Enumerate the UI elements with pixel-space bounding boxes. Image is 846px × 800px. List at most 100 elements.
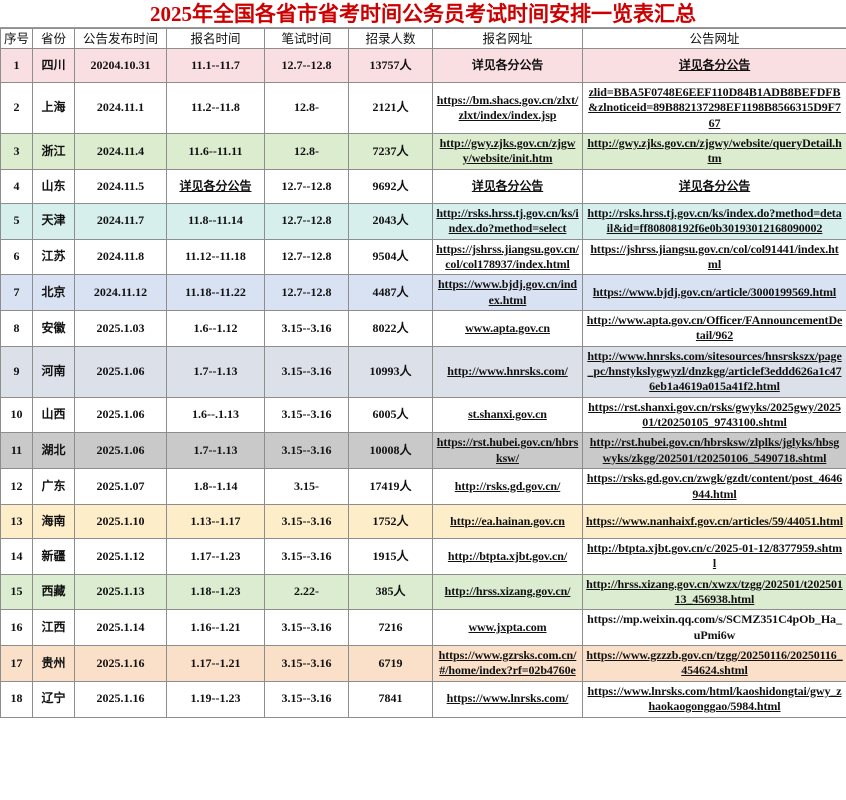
link-text[interactable]: https://rst.shanxi.gov.cn/rsks/gwyks/202… [588,399,841,430]
cell-exam[interactable]: 3.15--3.16 [264,432,349,470]
link-text[interactable]: https://rsks.gd.gov.cn/zwgk/gzdt/content… [586,471,843,501]
link-text[interactable]: https://www.bjdj.gov.cn/index.html [437,277,577,307]
cell-num[interactable]: 9692人 [348,168,433,204]
cell-num[interactable]: 17419人 [348,468,433,505]
table-row[interactable]: 18 辽宁 2025.1.16 1.19--1.23 3.15--3.16 7841 htt… [0,680,846,718]
cell-idx[interactable]: 13 [0,503,33,539]
cell-aurl[interactable]: https://www.nanhaixf.gov.cn/articles/59/… [582,503,846,539]
cell-num[interactable]: 10993人 [348,345,433,398]
cell-prov[interactable]: 四川 [32,48,75,83]
cell-rurl[interactable]: https://bm.shacs.gov.cn/zlxt/zlxt/index/… [432,81,583,135]
table-row[interactable]: 11 湖北 2025.1.06 1.7--1.13 3.15--3.16 10008人 ht… [0,432,846,470]
link-text[interactable]: http://btpta.xjbt.gov.cn/ [447,548,568,563]
column-header-prov[interactable]: 省份 [32,28,75,49]
cell-prov[interactable]: 江苏 [32,238,75,276]
cell-num[interactable]: 8022人 [348,309,433,347]
cell-idx[interactable]: 17 [0,645,33,682]
cell-num[interactable]: 385人 [348,573,433,611]
table-row[interactable]: 14 新疆 2025.1.12 1.17--1.23 3.15--3.16 1915人 ht… [0,537,846,575]
cell-idx[interactable]: 14 [0,537,33,575]
cell-prov[interactable]: 上海 [32,81,75,135]
cell-aurl[interactable]: 详见各分公告 [582,168,846,204]
cell-num[interactable]: 6005人 [348,396,433,434]
cell-rurl[interactable]: https://www.gzrsks.com.cn/#/home/index?r… [432,645,583,682]
cell-num[interactable]: 6719 [348,645,433,682]
cell-aurl[interactable]: https://rst.shanxi.gov.cn/rsks/gwyks/202… [582,396,846,434]
cell-idx[interactable]: 11 [0,432,33,470]
cell-num[interactable]: 1915人 [348,537,433,575]
cell-rurl[interactable]: http://www.hnrsks.com/ [432,345,583,398]
cell-exam[interactable]: 12.8- [264,133,349,170]
cell-pub[interactable]: 2024.11.5 [74,168,167,204]
cell-aurl[interactable]: http://gwy.zjks.gov.cn/zjgwy/website/que… [582,133,846,170]
cell-pub[interactable]: 2025.1.14 [74,609,167,647]
table-row[interactable]: 8 安徽 2025.1.03 1.6--1.12 3.15--3.16 8022人 www.… [0,309,846,347]
cell-reg[interactable]: 1.7--1.13 [166,345,265,398]
cell-idx[interactable]: 6 [0,238,33,276]
cell-prov[interactable]: 山西 [32,396,75,434]
link-text[interactable]: https://www.lnrsks.com/ [446,691,569,706]
cell-prov[interactable]: 广东 [32,468,75,505]
link-text[interactable]: http://www.hnrsks.com/sitesources/hnsrsk… [587,348,842,394]
cell-pub[interactable]: 2024.11.8 [74,238,167,276]
cell-reg[interactable]: 1.17--1.23 [166,537,265,575]
cell-aurl[interactable]: http://www.hnrsks.com/sitesources/hnsrsk… [582,345,846,398]
cell-exam[interactable]: 3.15--3.16 [264,537,349,575]
table-row[interactable]: 5 天津 2024.11.7 11.8--11.14 12.7--12.8 2043人 ht… [0,202,846,240]
cell-reg[interactable]: 1.13--1.17 [166,503,265,539]
cell-aurl[interactable]: https://www.gzzzb.gov.cn/tzgg/20250116/2… [582,645,846,682]
link-text[interactable]: http://hrss.xizang.gov.cn/ [444,584,571,599]
link-text[interactable]: http://rst.hubei.gov.cn/hbrsksw/zlplks/j… [589,435,840,465]
cell-num[interactable]: 2121人 [348,81,433,135]
link-text[interactable]: www.apta.gov.cn [465,320,550,335]
cell-pub[interactable]: 2024.11.4 [74,133,167,170]
cell-aurl[interactable]: https://mp.weixin.qq.com/s/SCMZ351C4pOb_… [582,609,846,647]
cell-exam[interactable]: 3.15--3.16 [264,345,349,398]
cell-reg[interactable]: 11.1--11.7 [166,48,265,83]
link-text[interactable]: http://btpta.xjbt.gov.cn/c/2025-01-12/83… [586,540,842,571]
cell-exam[interactable]: 3.15--3.16 [264,609,349,647]
cell-exam[interactable]: 12.8- [264,81,349,135]
cell-rurl[interactable]: https://www.lnrsks.com/ [432,680,583,718]
table-row[interactable]: 13 海南 2025.1.10 1.13--1.17 3.15--3.16 1752人 ht… [0,503,846,539]
cell-aurl[interactable]: http://rsks.hrss.tj.gov.cn/ks/index.do?m… [582,202,846,240]
cell-prov[interactable]: 新疆 [32,537,75,575]
cell-pub[interactable]: 2025.1.16 [74,645,167,682]
cell-num[interactable]: 9504人 [348,238,433,276]
cell-rurl[interactable]: http://rsks.hrss.tj.gov.cn/ks/index.do?m… [432,202,583,240]
cell-rurl[interactable]: http://rsks.gd.gov.cn/ [432,468,583,505]
column-header-idx[interactable]: 序号 [0,28,33,49]
cell-aurl[interactable]: 详见各分公告 [582,48,846,83]
cell-prov[interactable]: 山东 [32,168,75,204]
table-row[interactable]: 10 山西 2025.1.06 1.6--.1.13 3.15--3.16 6005人 st… [0,396,846,434]
cell-exam[interactable]: 3.15--3.16 [264,503,349,539]
cell-reg[interactable]: 1.7--1.13 [166,432,265,470]
link-text[interactable]: http://rsks.hrss.tj.gov.cn/ks/index.do?m… [587,205,842,236]
cell-aurl[interactable]: http://hrss.xizang.gov.cn/xwzx/tzgg/2025… [582,573,846,611]
cell-prov[interactable]: 天津 [32,202,75,240]
cell-num[interactable]: 7841 [348,680,433,718]
cell-num[interactable]: 7237人 [348,133,433,170]
cell-exam[interactable]: 3.15--3.16 [264,396,349,434]
cell-prov[interactable]: 辽宁 [32,680,75,718]
link-text[interactable]: 详见各分公告 [678,57,751,72]
cell-aurl[interactable]: https://www.bjdj.gov.cn/article/30001995… [582,274,846,311]
cell-pub[interactable]: 2025.1.13 [74,573,167,611]
cell-pub[interactable]: 2025.1.07 [74,468,167,505]
cell-pub[interactable]: 2025.1.12 [74,537,167,575]
cell-exam[interactable]: 12.7--12.8 [264,202,349,240]
cell-prov[interactable]: 安徽 [32,309,75,347]
cell-pub[interactable]: 2025.1.06 [74,396,167,434]
table-row[interactable]: 9 河南 2025.1.06 1.7--1.13 3.15--3.16 10993人 htt… [0,345,846,398]
cell-num[interactable]: 10008人 [348,432,433,470]
cell-num[interactable]: 2043人 [348,202,433,240]
link-text[interactable]: www.jxpta.com [468,620,547,635]
cell-aurl[interactable]: zlid=BBA5F0748E6EEF110D84B1ADB8BEFDFB&zl… [582,81,846,135]
table-row[interactable]: 7 北京 2024.11.12 11.18--11.22 12.7--12.8 4487人… [0,274,846,311]
cell-rurl[interactable]: http://btpta.xjbt.gov.cn/ [432,537,583,575]
cell-rurl[interactable]: https://jshrss.jiangsu.gov.cn/col/col178… [432,238,583,276]
table-row[interactable]: 6 江苏 2024.11.8 11.12--11.18 12.7--12.8 9504人 h… [0,238,846,276]
cell-reg[interactable]: 1.17--1.21 [166,645,265,682]
link-text[interactable]: http://gwy.zjks.gov.cn/zjgwy/website/que… [587,136,842,166]
link-text[interactable]: http://rsks.hrss.tj.gov.cn/ks/index.do?m… [436,205,579,236]
